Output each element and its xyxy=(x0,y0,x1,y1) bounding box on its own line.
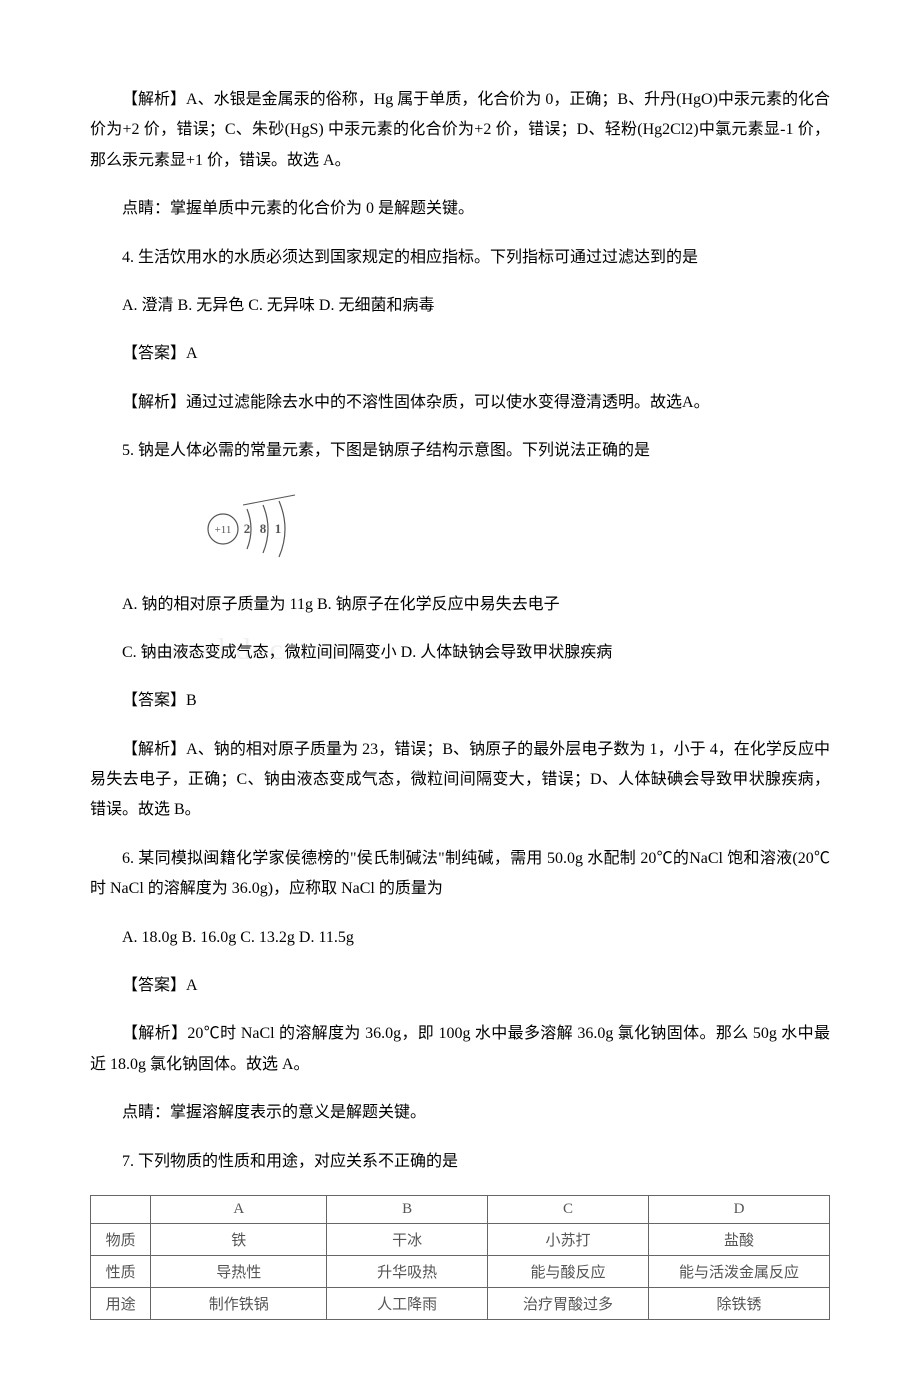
answer-value: A xyxy=(186,345,198,362)
answer-label: 【答案】 xyxy=(122,977,186,994)
analysis-text: 通过过滤能除去水中的不溶性固体杂质，可以使水变得澄清透明。故选A。 xyxy=(186,394,710,411)
question-text: 钠是人体必需的常量元素，下图是钠原子结构示意图。下列说法正确的是 xyxy=(134,442,650,459)
q4-answer: 【答案】A xyxy=(90,339,830,369)
table-row: 物质 铁 干冰 小苏打 盐酸 xyxy=(91,1223,830,1255)
question-no: 6. xyxy=(122,850,134,867)
q6-options: A. 18.0g B. 16.0g C. 13.2g D. 11.5g xyxy=(90,923,830,953)
q6-analysis: 【解析】20℃时 NaCl 的溶解度为 36.0g，即 100g 水中最多溶解 … xyxy=(90,1019,830,1080)
analysis-label: 【解析】 xyxy=(122,1025,187,1042)
answer-value: A xyxy=(186,977,198,994)
q4-options: A. 澄清 B. 无异色 C. 无异味 D. 无细菌和病毒 xyxy=(90,291,830,321)
q7-question: 7. 下列物质的性质和用途，对应关系不正确的是 xyxy=(90,1147,830,1177)
q6-question: 6. 某同模拟闽籍化学家侯德榜的"侯氏制碱法"制纯碱，需用 50.0g 水配制 … xyxy=(90,844,830,905)
analysis-text: A、钠的相对原子质量为 23，错误；B、钠原子的最外层电子数为 1，小于 4，在… xyxy=(90,741,830,819)
table-row: 性质 导热性 升华吸热 能与酸反应 能与活泼金属反应 xyxy=(91,1255,830,1287)
atom-svg: +11 2 8 1 xyxy=(205,487,300,570)
table-row: 用途 制作铁锅 人工降雨 治疗胃酸过多 除铁锈 xyxy=(91,1287,830,1319)
q5-question: 5. 钠是人体必需的常量元素，下图是钠原子结构示意图。下列说法正确的是 xyxy=(90,436,830,466)
q5-options-ab: A. 钠的相对原子质量为 11g B. 钠原子在化学反应中易失去电子 xyxy=(90,590,830,620)
cell: 人工降雨 xyxy=(327,1287,488,1319)
question-text: 下列物质的性质和用途，对应关系不正确的是 xyxy=(134,1153,458,1170)
cell: 能与活泼金属反应 xyxy=(648,1255,829,1287)
cell: 铁 xyxy=(151,1223,327,1255)
analysis-label: 【解析】 xyxy=(122,91,186,108)
header-c: C xyxy=(488,1195,649,1223)
q3-tip: 点睛：掌握单质中元素的化合价为 0 是解题关键。 xyxy=(90,194,830,224)
row-label: 用途 xyxy=(91,1287,151,1319)
q4-analysis: 【解析】通过过滤能除去水中的不溶性固体杂质，可以使水变得澄清透明。故选A。 xyxy=(90,388,830,418)
svg-text:2: 2 xyxy=(244,521,251,536)
question-text: 某同模拟闽籍化学家侯德榜的"侯氏制碱法"制纯碱，需用 50.0g 水配制 20℃… xyxy=(90,850,830,897)
header-blank xyxy=(91,1195,151,1223)
row-label: 物质 xyxy=(91,1223,151,1255)
cell: 升华吸热 xyxy=(327,1255,488,1287)
q3-analysis: 【解析】A、水银是金属汞的俗称，Hg 属于单质，化合价为 0，正确；B、升丹(H… xyxy=(90,85,830,176)
analysis-label: 【解析】 xyxy=(122,741,186,758)
cell: 导热性 xyxy=(151,1255,327,1287)
answer-value: B xyxy=(186,692,197,709)
svg-text:1: 1 xyxy=(275,521,282,536)
analysis-text: A、水银是金属汞的俗称，Hg 属于单质，化合价为 0，正确；B、升丹(HgO)中… xyxy=(90,91,830,169)
properties-table: A B C D 物质 铁 干冰 小苏打 盐酸 性质 导热性 升华吸热 能与酸反应… xyxy=(90,1195,830,1320)
header-a: A xyxy=(151,1195,327,1223)
question-no: 5. xyxy=(122,442,134,459)
watermark-container: www.bdocx.com C. 钠由液态变成气态，微粒间间隔变小 D. 人体缺… xyxy=(90,638,830,668)
svg-text:+11: +11 xyxy=(215,524,232,536)
cell: 治疗胃酸过多 xyxy=(488,1287,649,1319)
cell: 除铁锈 xyxy=(648,1287,829,1319)
table-header-row: A B C D xyxy=(91,1195,830,1223)
question-text: 生活饮用水的水质必须达到国家规定的相应指标。下列指标可通过过滤达到的是 xyxy=(134,249,698,266)
cell: 盐酸 xyxy=(648,1223,829,1255)
q4-question: 4. 生活饮用水的水质必须达到国家规定的相应指标。下列指标可通过过滤达到的是 xyxy=(90,243,830,273)
header-d: D xyxy=(648,1195,829,1223)
q6-tip: 点睛：掌握溶解度表示的意义是解题关键。 xyxy=(90,1098,830,1128)
cell: 小苏打 xyxy=(488,1223,649,1255)
q5-answer: 【答案】B xyxy=(90,686,830,716)
cell: 制作铁锅 xyxy=(151,1287,327,1319)
question-no: 7. xyxy=(122,1153,134,1170)
atom-structure-diagram: +11 2 8 1 xyxy=(205,487,300,570)
answer-label: 【答案】 xyxy=(122,345,186,362)
q5-options-cd: C. 钠由液态变成气态，微粒间间隔变小 D. 人体缺钠会导致甲状腺疾病 xyxy=(90,638,830,668)
analysis-label: 【解析】 xyxy=(122,394,186,411)
question-no: 4. xyxy=(122,249,134,266)
q6-answer: 【答案】A xyxy=(90,971,830,1001)
cell: 干冰 xyxy=(327,1223,488,1255)
q5-analysis: 【解析】A、钠的相对原子质量为 23，错误；B、钠原子的最外层电子数为 1，小于… xyxy=(90,735,830,826)
analysis-text: 20℃时 NaCl 的溶解度为 36.0g，即 100g 水中最多溶解 36.0… xyxy=(90,1025,830,1072)
row-label: 性质 xyxy=(91,1255,151,1287)
svg-text:8: 8 xyxy=(260,521,267,536)
answer-label: 【答案】 xyxy=(122,692,186,709)
cell: 能与酸反应 xyxy=(488,1255,649,1287)
header-b: B xyxy=(327,1195,488,1223)
